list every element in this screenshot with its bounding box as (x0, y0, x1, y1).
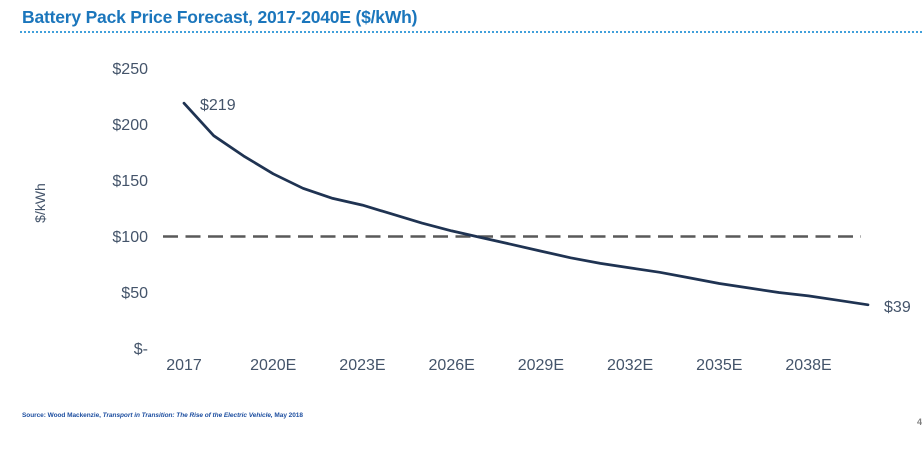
data-labels: $219 $39 (200, 97, 911, 316)
price-line-series (182, 101, 870, 307)
y-tick-label: $200 (112, 117, 148, 134)
title-underline (20, 31, 922, 33)
x-tick-label: 2032E (607, 357, 653, 374)
chart-title: Battery Pack Price Forecast, 2017-2040E … (22, 7, 418, 27)
source-report-title: Transport in Transition: The Rise of the… (102, 412, 273, 419)
y-tick-label: $150 (112, 173, 148, 190)
x-tick-label: 2035E (696, 357, 742, 374)
x-tick-label: 2026E (429, 357, 475, 374)
y-axis-tick-labels: $250 $200 $150 $100 $50 $- (112, 61, 148, 358)
source-note: Source: Wood Mackenzie, Transport in Tra… (22, 412, 303, 419)
x-tick-label: 2038E (785, 357, 831, 374)
x-tick-label: 2017 (166, 357, 202, 374)
x-tick-label: 2029E (518, 357, 564, 374)
x-tick-label: 2023E (339, 357, 385, 374)
x-axis-tick-labels: 2017 2020E 2023E 2026E 2029E 2032E 2035E 2038E (166, 357, 831, 374)
source-suffix: May 2018 (272, 412, 303, 419)
y-tick-label: $- (134, 341, 148, 358)
y-tick-label: $250 (112, 61, 148, 78)
y-tick-label: $50 (121, 285, 148, 302)
data-label: $39 (884, 299, 911, 316)
x-tick-label: 2020E (250, 357, 296, 374)
source-prefix: Source: Wood Mackenzie, (22, 412, 103, 419)
price-line (182, 101, 870, 307)
y-tick-label: $100 (112, 229, 148, 246)
data-label: $219 (200, 97, 236, 114)
page-number-fragment: 4 (917, 417, 922, 427)
